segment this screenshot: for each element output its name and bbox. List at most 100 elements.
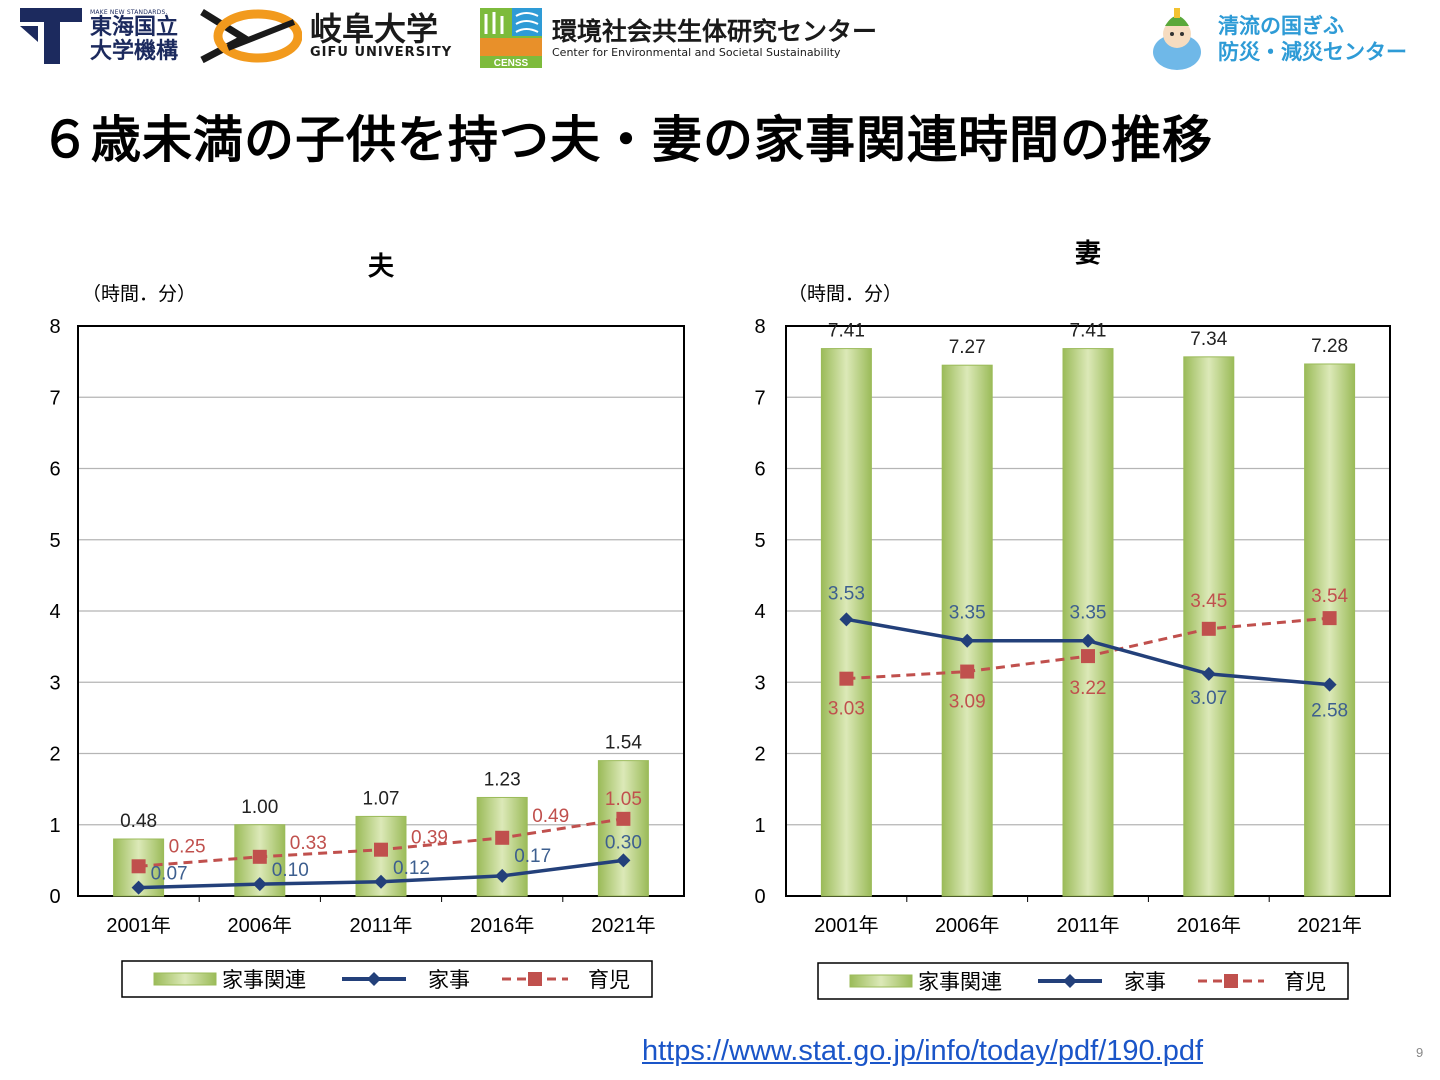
husband-kaji-label: 0.07 bbox=[151, 864, 188, 885]
wife-kaji-point bbox=[1322, 677, 1337, 692]
niu-mark-icon bbox=[20, 8, 82, 64]
wife-ytick-label: 4 bbox=[754, 601, 765, 623]
wife-kaji-label: 3.07 bbox=[1190, 688, 1227, 709]
husband-ytick-label: 1 bbox=[49, 815, 60, 837]
wife-xtick-label: 2021年 bbox=[1297, 914, 1362, 937]
wife-legend-label-ikuji: 育児 bbox=[1284, 971, 1326, 994]
husband-ytick-label: 3 bbox=[49, 672, 60, 694]
husband-xtick-label: 2021年 bbox=[591, 914, 656, 937]
wife-ytick-label: 5 bbox=[754, 530, 765, 552]
husband-ikuji-point bbox=[131, 859, 146, 874]
wife-ikuji-label: 3.45 bbox=[1190, 591, 1227, 612]
censs-logo: CENSS 環境社会共生体研究センター Center for Environme… bbox=[480, 8, 877, 68]
husband-kaji-point bbox=[131, 880, 146, 895]
wife-legend-label-kaji-kanren: 家事関連 bbox=[918, 971, 1002, 994]
husband-ytick-label: 8 bbox=[49, 316, 60, 338]
husband-xtick-label: 2001年 bbox=[106, 914, 171, 937]
wife-kaji-point bbox=[960, 633, 975, 648]
husband-ikuji-label: 0.33 bbox=[290, 833, 327, 854]
husband-bar-label: 1.00 bbox=[241, 797, 278, 818]
wife-xtick-label: 2006年 bbox=[935, 914, 1000, 937]
wife-ikuji-label: 3.09 bbox=[949, 692, 986, 713]
source-link[interactable]: https://www.stat.go.jp/info/today/pdf/19… bbox=[642, 1035, 1204, 1067]
wife-ytick-label: 2 bbox=[754, 744, 765, 766]
wife-ytick-label: 3 bbox=[754, 672, 765, 694]
wife-kaji-point bbox=[839, 612, 854, 627]
wife-kaji-label: 2.58 bbox=[1311, 701, 1348, 722]
page-title: ６歳未満の子供を持つ夫・妻の家事関連時間の推移 bbox=[40, 111, 1213, 169]
wife-xtick-label: 2016年 bbox=[1177, 914, 1242, 937]
husband-legend-kaji-marker bbox=[367, 972, 381, 986]
wife-bar-label: 7.27 bbox=[949, 337, 986, 358]
husband-legend-label-ikuji: 育児 bbox=[588, 969, 630, 992]
wife-ytick-label: 0 bbox=[754, 886, 765, 908]
wife-kaji-point bbox=[1201, 666, 1216, 681]
husband-kaji-label: 0.17 bbox=[514, 846, 551, 867]
censs-badge-text: CENSS bbox=[494, 58, 529, 68]
husband-ikuji-point bbox=[374, 842, 388, 857]
wife-ikuji-label: 3.03 bbox=[828, 699, 865, 720]
husband-chart-title: 夫 bbox=[368, 251, 395, 281]
husband-kaji-point bbox=[252, 877, 267, 892]
niu-logo: MAKE NEW STANDARDS. 東海国立 大学機構 bbox=[20, 8, 178, 66]
wife-chart-title: 妻 bbox=[1075, 238, 1101, 268]
husband-bar-label: 1.23 bbox=[484, 769, 521, 790]
husband-ikuji-point bbox=[616, 811, 631, 826]
husband-ytick-label: 7 bbox=[49, 387, 60, 409]
wife-ikuji-label: 3.22 bbox=[1070, 678, 1107, 699]
page-number: 9 bbox=[1416, 1045, 1424, 1060]
husband-kaji-label: 0.10 bbox=[272, 860, 309, 881]
wife-ikuji-point bbox=[960, 664, 975, 679]
wife-ikuji-point bbox=[1081, 649, 1095, 664]
wife-bar-label: 7.28 bbox=[1311, 336, 1348, 357]
husband-kaji-label: 0.30 bbox=[605, 832, 642, 853]
censs-name-en: Center for Environmental and Societal Su… bbox=[552, 45, 841, 59]
husband-kaji-point bbox=[495, 868, 510, 883]
wife-xtick-label: 2011年 bbox=[1056, 914, 1119, 937]
wife-ytick-label: 1 bbox=[754, 815, 765, 837]
wife-bar bbox=[1304, 363, 1356, 897]
husband-legend-ikuji-marker bbox=[528, 972, 542, 986]
husband-bar-label: 0.48 bbox=[120, 811, 157, 832]
husband-bar bbox=[597, 760, 649, 897]
wife-kaji-point bbox=[1081, 633, 1095, 648]
wife-bar bbox=[1062, 348, 1114, 897]
husband-ytick-label: 6 bbox=[49, 459, 60, 481]
husband-xtick-label: 2011年 bbox=[349, 914, 412, 937]
husband-bar-label: 1.07 bbox=[363, 788, 400, 809]
wife-ytick-label: 7 bbox=[754, 387, 765, 409]
wife-ikuji-point bbox=[839, 671, 854, 686]
wife-kaji-label: 3.35 bbox=[949, 603, 986, 624]
wife-legend-label-kaji: 家事 bbox=[1124, 971, 1166, 994]
wife-ytick-label: 8 bbox=[754, 316, 765, 338]
husband-legend-label-kaji: 家事 bbox=[428, 969, 470, 992]
gifu-mark-icon bbox=[200, 9, 302, 64]
husband-ikuji-label: 0.49 bbox=[532, 806, 569, 827]
husband-xtick-label: 2006年 bbox=[228, 914, 293, 937]
wife-ytick-label: 6 bbox=[754, 459, 765, 481]
wife-ikuji-point bbox=[1201, 621, 1216, 636]
wife-bar bbox=[941, 364, 993, 897]
gikou-logo: 清流の国ぎふ 防災・減災センター bbox=[1148, 6, 1407, 72]
husband-ikuji-label: 1.05 bbox=[605, 789, 642, 810]
wife-kaji-label: 3.53 bbox=[828, 583, 865, 604]
husband-legend-bar-swatch bbox=[153, 972, 217, 986]
wife-xtick-label: 2001年 bbox=[814, 914, 879, 937]
wife-bar-label: 7.41 bbox=[828, 321, 865, 342]
wife-bar-label: 7.34 bbox=[1190, 329, 1227, 350]
niu-name-line2: 大学機構 bbox=[90, 39, 179, 64]
niu-name-line1: 東海国立 bbox=[90, 15, 179, 40]
wife-legend-ikuji-marker bbox=[1224, 974, 1238, 988]
husband-xtick-label: 2016年 bbox=[470, 914, 535, 937]
gifu-logo: 岐阜大学 GIFU UNIVERSITY bbox=[198, 8, 452, 64]
husband-ikuji-point bbox=[252, 849, 267, 864]
gifu-name-ja: 岐阜大学 bbox=[310, 9, 439, 48]
header: MAKE NEW STANDARDS. 東海国立 大学機構 岐阜大学 GIFU … bbox=[0, 0, 1440, 80]
husband-kaji-point bbox=[616, 853, 631, 868]
husband-ytick-label: 2 bbox=[49, 744, 60, 766]
wife-legend-bar-swatch bbox=[849, 974, 913, 988]
gifu-name-en: GIFU UNIVERSITY bbox=[310, 44, 453, 60]
censs-mark-icon: CENSS bbox=[480, 8, 542, 68]
wife-legend-kaji-marker bbox=[1063, 974, 1077, 988]
